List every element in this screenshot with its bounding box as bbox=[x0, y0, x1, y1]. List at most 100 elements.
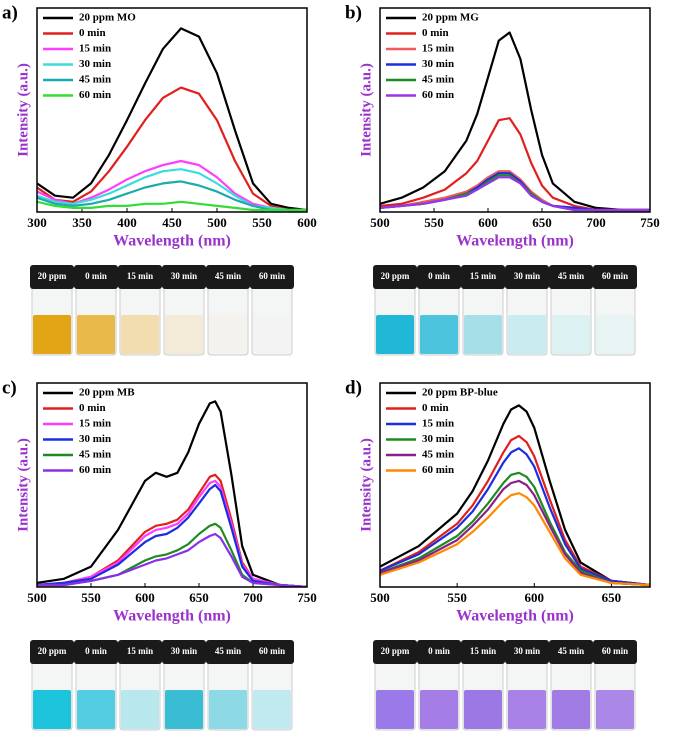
legend-label: 30 min bbox=[422, 58, 454, 70]
series-line bbox=[380, 471, 650, 587]
vial-label: 30 min bbox=[171, 271, 197, 281]
x-tick-label: 600 bbox=[135, 590, 155, 605]
vial-label: 20 ppm bbox=[381, 646, 410, 656]
x-tick-label: 600 bbox=[478, 215, 498, 230]
vial-cap bbox=[30, 640, 74, 664]
vial-liquid bbox=[376, 690, 414, 729]
y-axis-label: Intensity (a.u.) bbox=[15, 438, 31, 532]
vial-label: 20 ppm bbox=[38, 271, 67, 281]
x-tick-label: 500 bbox=[207, 215, 227, 230]
legend-label: 15 min bbox=[422, 418, 454, 430]
panel: a) Intensity (a.u.) Wavelength (nm) 300 350 4… bbox=[2, 2, 317, 356]
vial-cap bbox=[118, 640, 162, 664]
x-tick-label: 500 bbox=[370, 215, 390, 230]
x-tick-label: 550 bbox=[252, 215, 272, 230]
vial-cap bbox=[206, 640, 250, 664]
vial-liquid bbox=[464, 690, 502, 729]
x-tick-label: 600 bbox=[525, 590, 545, 605]
legend-label: 0 min bbox=[79, 27, 106, 39]
vial-liquid bbox=[552, 690, 590, 729]
vial-cap bbox=[461, 265, 505, 289]
vial-label: 0 min bbox=[85, 271, 107, 281]
vial-liquid bbox=[376, 315, 414, 354]
x-tick-label: 650 bbox=[532, 215, 552, 230]
vial-label: 20 ppm bbox=[381, 271, 410, 281]
legend-label: 0 min bbox=[79, 402, 106, 414]
series-line bbox=[37, 483, 307, 587]
y-axis-label: Intensity (a.u.) bbox=[358, 438, 374, 532]
vial-liquid bbox=[596, 690, 634, 729]
vial-label: 30 min bbox=[514, 646, 540, 656]
x-tick-label: 750 bbox=[640, 215, 660, 230]
vial-cap bbox=[162, 265, 206, 289]
series-line bbox=[380, 404, 650, 587]
vial-cap bbox=[373, 265, 417, 289]
panel: d) Intensity (a.u.) Wavelength (nm) 500 550 6… bbox=[345, 377, 651, 731]
x-tick-label: 700 bbox=[243, 590, 263, 605]
vial-label: 15 min bbox=[127, 271, 153, 281]
legend-label: 15 min bbox=[422, 43, 454, 55]
vial-label: 20 ppm bbox=[38, 646, 67, 656]
legend-label: 60 min bbox=[79, 464, 111, 476]
vial-cap bbox=[593, 265, 637, 289]
vial-label: 45 min bbox=[215, 646, 241, 656]
vial-liquid bbox=[121, 690, 159, 729]
series-line bbox=[380, 492, 650, 587]
vial-cap bbox=[162, 640, 206, 664]
legend-label: 20 ppm MB bbox=[79, 387, 135, 399]
x-axis-label: Wavelength (nm) bbox=[456, 233, 574, 250]
x-tick-label: 550 bbox=[424, 215, 444, 230]
legend-label: 20 ppm MG bbox=[422, 12, 479, 24]
x-axis-label: Wavelength (nm) bbox=[113, 233, 231, 250]
vial-label: 15 min bbox=[470, 271, 496, 281]
x-axis-label: Wavelength (nm) bbox=[113, 608, 231, 625]
vial-liquid bbox=[33, 690, 71, 729]
legend-label: 20 ppm BP-blue bbox=[422, 387, 498, 399]
vial-label: 45 min bbox=[215, 271, 241, 281]
vial-liquid bbox=[508, 315, 546, 354]
legend-label: 15 min bbox=[79, 43, 111, 55]
vial-cap bbox=[373, 640, 417, 664]
vial-liquid bbox=[464, 315, 502, 354]
vial-label: 60 min bbox=[602, 646, 628, 656]
series-line bbox=[380, 176, 650, 212]
y-axis-label: Intensity (a.u.) bbox=[358, 63, 374, 157]
legend-label: 20 ppm MO bbox=[79, 12, 136, 24]
x-tick-label: 550 bbox=[447, 590, 467, 605]
vial-liquid bbox=[552, 315, 590, 354]
vial-liquid bbox=[209, 690, 247, 729]
vial-cap bbox=[417, 640, 461, 664]
x-axis-label: Wavelength (nm) bbox=[456, 608, 574, 625]
panel-label: a) bbox=[2, 2, 18, 23]
x-tick-label: 550 bbox=[81, 590, 101, 605]
vial-liquid bbox=[596, 315, 634, 354]
vial-liquid bbox=[420, 315, 458, 354]
series-line bbox=[37, 180, 307, 212]
legend-label: 0 min bbox=[422, 27, 449, 39]
series-line bbox=[380, 434, 650, 587]
vial-label: 0 min bbox=[428, 271, 450, 281]
series-line bbox=[37, 86, 307, 212]
vial-liquid bbox=[253, 690, 291, 729]
legend-label: 30 min bbox=[79, 58, 111, 70]
vial-cap bbox=[549, 265, 593, 289]
vial-cap bbox=[505, 265, 549, 289]
x-tick-label: 650 bbox=[602, 590, 622, 605]
vial-cap bbox=[250, 265, 294, 289]
vial-cap bbox=[505, 640, 549, 664]
vial-label: 45 min bbox=[558, 646, 584, 656]
series-line bbox=[380, 479, 650, 587]
vial-label: 15 min bbox=[470, 646, 496, 656]
vial-liquid bbox=[253, 315, 291, 354]
vial-liquid bbox=[121, 315, 159, 354]
vial-cap bbox=[461, 640, 505, 664]
x-tick-label: 500 bbox=[27, 590, 47, 605]
plot-frame bbox=[379, 382, 651, 588]
panel: b) Intensity (a.u.) Wavelength (nm) 500 550 6… bbox=[345, 2, 660, 356]
legend-label: 60 min bbox=[422, 464, 454, 476]
x-tick-label: 350 bbox=[72, 215, 92, 230]
vial-label: 60 min bbox=[259, 271, 285, 281]
y-axis-label: Intensity (a.u.) bbox=[15, 63, 31, 157]
panel: c) Intensity (a.u.) Wavelength (nm) 500 550 6… bbox=[2, 377, 317, 731]
